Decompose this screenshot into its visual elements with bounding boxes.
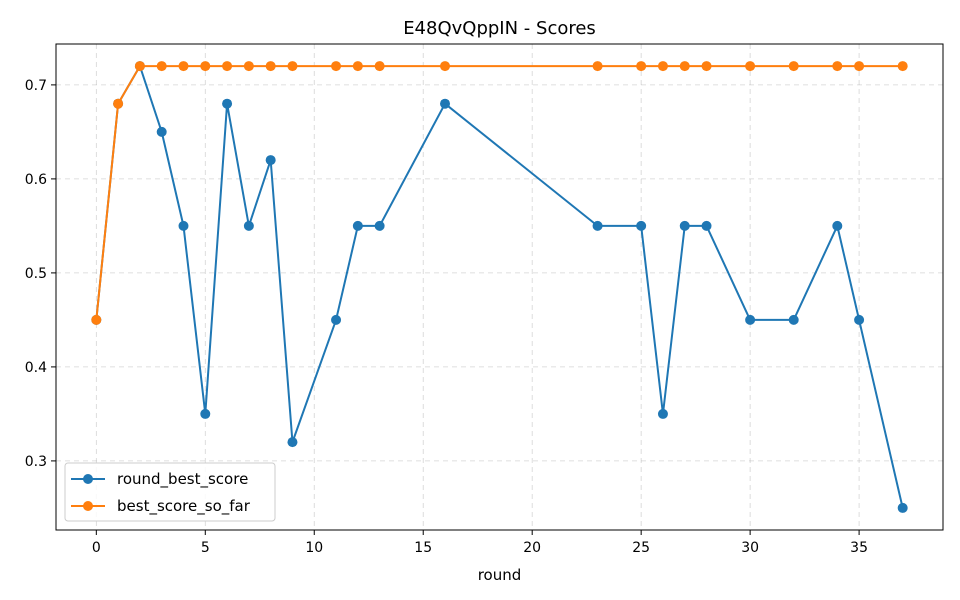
data-point (745, 61, 756, 72)
series-line (95, 65, 904, 509)
data-point (854, 61, 865, 72)
axis-ticks: 0 5 10 15 20 25 30 35 0.3 0.4 0.5 0.6 0.7 (25, 78, 868, 556)
data-point (156, 126, 167, 137)
x-tick-label: 20 (523, 540, 541, 556)
chart-title: E48QvQppIN - Scores (403, 18, 596, 39)
plot-frame (55, 43, 944, 531)
data-point (374, 220, 385, 231)
legend-swatch-marker (83, 474, 93, 484)
x-tick-label: 15 (414, 540, 432, 556)
legend-swatch-marker (83, 501, 93, 511)
x-tick-label: 25 (632, 540, 650, 556)
legend-label: best_score_so_far (117, 497, 251, 516)
legend-box (64, 462, 276, 522)
data-point (679, 220, 690, 231)
data-point (701, 61, 712, 72)
data-point (243, 220, 254, 231)
data-point (331, 61, 342, 72)
data-point (331, 314, 342, 325)
y-tick-label: 0.4 (25, 360, 47, 376)
x-tick-label: 0 (92, 540, 101, 556)
data-point (832, 61, 843, 72)
data-point (897, 61, 908, 72)
data-point (265, 155, 276, 166)
data-point (200, 61, 211, 72)
data-point (592, 61, 603, 72)
data-point (745, 314, 756, 325)
legend-label: round_best_score (117, 470, 248, 489)
series-best-score-so-far (91, 61, 908, 325)
data-point (200, 408, 211, 419)
data-point (592, 220, 603, 231)
data-point (788, 61, 799, 72)
x-tick-label: 30 (741, 540, 759, 556)
data-point (854, 314, 865, 325)
legend-item: best_score_so_far (71, 497, 251, 516)
x-tick-label: 5 (201, 540, 210, 556)
data-point (113, 98, 124, 109)
data-point (156, 61, 167, 72)
data-point (352, 61, 363, 72)
data-point (657, 408, 668, 419)
data-point (352, 220, 363, 231)
y-tick-label: 0.5 (25, 266, 47, 282)
data-point (222, 61, 233, 72)
data-point (679, 61, 690, 72)
data-point (440, 98, 451, 109)
data-point (701, 220, 712, 231)
data-point (222, 98, 233, 109)
series-round-best-score (91, 61, 908, 513)
data-point (91, 314, 102, 325)
data-point (788, 314, 799, 325)
data-point (440, 61, 451, 72)
y-tick-label: 0.7 (25, 78, 47, 94)
x-tick-label: 10 (305, 540, 323, 556)
legend-item: round_best_score (71, 470, 248, 489)
grid-lines (56, 44, 943, 530)
data-point (636, 61, 647, 72)
data-point (657, 61, 668, 72)
y-tick-label: 0.6 (25, 172, 47, 188)
data-point (636, 220, 647, 231)
series-line (95, 65, 903, 321)
data-point (287, 61, 298, 72)
y-tick-label: 0.3 (25, 454, 47, 470)
x-axis-label: round (478, 566, 522, 584)
legend: round_best_score best_score_so_far (64, 462, 276, 522)
data-point (178, 220, 189, 231)
data-point (243, 61, 254, 72)
x-tick-label: 35 (850, 540, 868, 556)
data-point (134, 61, 145, 72)
data-point (178, 61, 189, 72)
data-point (265, 61, 276, 72)
data-point (287, 437, 298, 448)
data-point (897, 502, 908, 513)
data-point (832, 220, 843, 231)
data-point (374, 61, 385, 72)
plot-series (91, 61, 908, 513)
